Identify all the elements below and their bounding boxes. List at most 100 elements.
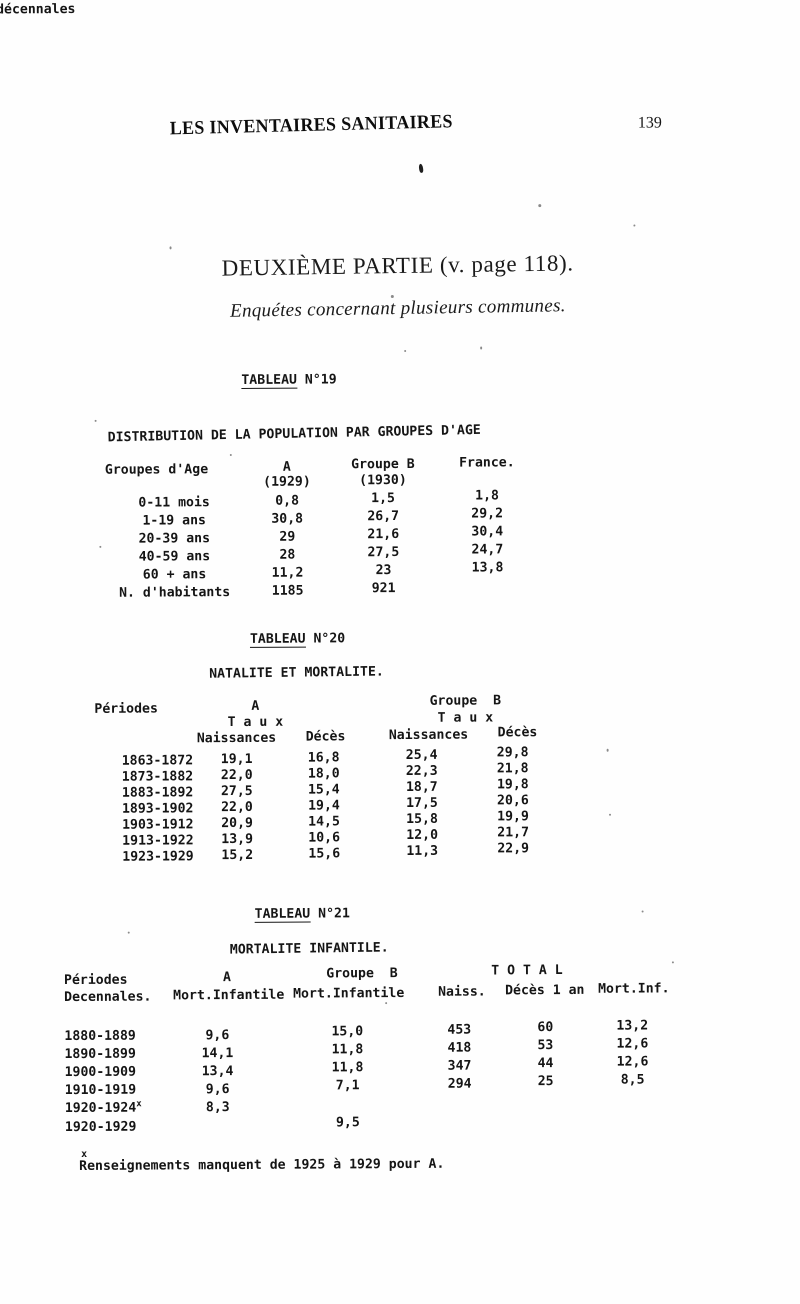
table21-header-total-naiss: Naiss.	[438, 984, 486, 1000]
table21-period-label: 1890-1899	[64, 1046, 136, 1063]
table19-cell-a: 28	[279, 547, 296, 563]
table21-cell-deces: 44	[537, 1056, 554, 1072]
table20-cell-b-deces: 29,8	[496, 745, 529, 761]
table20-cell-a-deces: 18,0	[307, 766, 340, 782]
ink-speck	[94, 419, 97, 422]
table21-cell-naiss: 294	[447, 1076, 472, 1092]
table20-caption: NATALITE ET MORTALITE.	[209, 664, 384, 682]
table20-cell-b-naissances: 18,7	[405, 779, 438, 795]
table19-row-label: N. d'habitants	[119, 585, 231, 601]
table20-header-a-naissances: Naissances	[196, 730, 277, 747]
table21-row-period: 1910-1919	[65, 1083, 137, 1098]
table21-cell-naiss: 453	[447, 1022, 472, 1038]
ink-speck	[609, 813, 612, 816]
table19-cell-france	[443, 578, 533, 579]
table20-header-group-b-taux: T a u x	[437, 710, 494, 726]
table21-header-groupe-b-sub: Mort.Infantile	[293, 985, 405, 1002]
table21-cell-b: 9,5	[335, 1115, 360, 1131]
table20-header-b-deces: Décès	[497, 725, 538, 741]
table21-cell-mortinf: 8,5	[620, 1072, 645, 1088]
table20-header-a-deces: Décès	[305, 729, 346, 745]
ink-speck	[538, 204, 542, 208]
table20-cell-b-deces: 19,8	[496, 777, 529, 793]
table20-cell-b-deces: 21,8	[496, 761, 529, 777]
table20-label-number: N°20	[305, 631, 346, 647]
table21-cell-a: 14,1	[201, 1046, 234, 1062]
table20-cell-a-deces: 15,6	[308, 846, 341, 862]
table19-cell-b: 921	[371, 581, 396, 597]
table20-cell-a-naissances: 13,9	[221, 831, 254, 848]
table20-cell-b-naissances: 25,4	[405, 747, 438, 763]
table19-cell-b: 1,5	[371, 491, 396, 507]
table19-cell-b: 27,5	[367, 545, 400, 561]
ink-speck	[169, 246, 172, 250]
table20-cell-a-naissances: 22,0	[220, 767, 253, 784]
table19-header-a: A	[282, 459, 291, 475]
table20-header-b-naissances: Naissances	[388, 727, 469, 744]
table20-row-period: 1903-1912	[122, 817, 194, 833]
table21-label-number: N°21	[310, 906, 350, 922]
table21-label: TABLEAU N°21	[254, 906, 350, 923]
table21-cell-a: 8,3	[205, 1100, 230, 1116]
table20-row-period: 1863-1872	[121, 753, 194, 769]
table21-cell-a: 9,6	[205, 1028, 230, 1044]
table19-cell-a: 11,2	[271, 565, 304, 581]
table19-header-france: France.	[459, 455, 515, 471]
table19-header-a-year: (1929)	[263, 474, 311, 490]
table21-label-underlined: TABLEAU	[254, 906, 311, 923]
table21-cell-naiss: 418	[447, 1040, 472, 1056]
table20-cell-b-naissances: 22,3	[405, 763, 438, 779]
table21-cell-b: 15,0	[331, 1024, 364, 1040]
ink-speck	[404, 349, 407, 352]
table21-cell-deces: 25	[537, 1074, 554, 1090]
table20-cell-a-naissances: 22,0	[221, 799, 253, 816]
ink-speck	[418, 163, 424, 174]
table19-row-label: 40-59 ans	[138, 549, 211, 565]
page-number: 139	[637, 114, 662, 132]
table19-cell-france: 29,2	[471, 506, 504, 522]
table19-cell-france: 13,8	[471, 560, 504, 576]
table19-label-number: N°19	[296, 372, 337, 388]
table20-header-group-b: Groupe B	[429, 693, 502, 709]
table20-row-period: 1893-1902	[121, 801, 194, 817]
table20-cell-a-naissances: 15,2	[221, 847, 254, 864]
table20-cell-a-deces: 10,6	[308, 830, 341, 846]
part-subtitle: Enquétes concernant plusieurs communes.	[229, 295, 566, 322]
ink-speck	[385, 1002, 388, 1005]
table21-cell-b: 11,8	[331, 1060, 364, 1076]
table21-cell-deces: 53	[537, 1038, 554, 1054]
table20-cell-b-deces: 21,7	[497, 825, 530, 841]
table20-header-decennales: décennales	[0, 1, 76, 18]
table19-header-groupe-b-year: (1930)	[359, 472, 407, 489]
table20-cell-a-naissances: 19,1	[220, 751, 253, 768]
ink-speck	[633, 224, 636, 227]
ink-speck	[606, 748, 609, 752]
table20-label: TABLEAU N°20	[249, 631, 346, 648]
table20-cell-b-naissances: 17,5	[406, 795, 438, 811]
table21-cell-a: 13,4	[201, 1064, 234, 1080]
table21-row-period: 1900-1909	[65, 1065, 137, 1080]
table21-cell-mortinf: 12,6	[616, 1054, 649, 1070]
table21-cell-naiss: 347	[447, 1058, 472, 1074]
table21-header-groupe-b: Groupe B	[326, 966, 398, 982]
table19-caption: DISTRIBUTION DE LA POPULATION PAR GROUPE…	[107, 422, 481, 446]
table20-header-periodes: Périodes	[94, 701, 158, 717]
table19-cell-france: 30,4	[471, 524, 504, 540]
table21-header-total-mortinf: Mort.Inf.	[598, 981, 670, 997]
table21-cell-b	[303, 1096, 393, 1097]
table21-cell-a	[173, 1119, 263, 1120]
table21-cell-mortinf: 12,6	[616, 1036, 649, 1052]
table21-header-total: T O T A L	[491, 963, 563, 979]
table20-cell-a-deces: 14,5	[308, 814, 340, 830]
table20-header-group-a-taux: T a u x	[227, 714, 284, 731]
table20-cell-b-naissances: 11,3	[406, 843, 439, 859]
table19-cell-b: 23	[375, 563, 392, 579]
table20-row-period: 1913-1922	[122, 833, 194, 849]
ink-speck	[127, 931, 130, 934]
table20-cell-a-naissances: 20,9	[221, 815, 253, 832]
table21-header-a-sub: Mort.Infantile	[173, 987, 285, 1004]
table20-cell-a-deces: 16,8	[307, 750, 340, 766]
table21-row-period: 1890-1899	[64, 1047, 136, 1062]
table19-cell-a: 0,8	[275, 493, 300, 509]
